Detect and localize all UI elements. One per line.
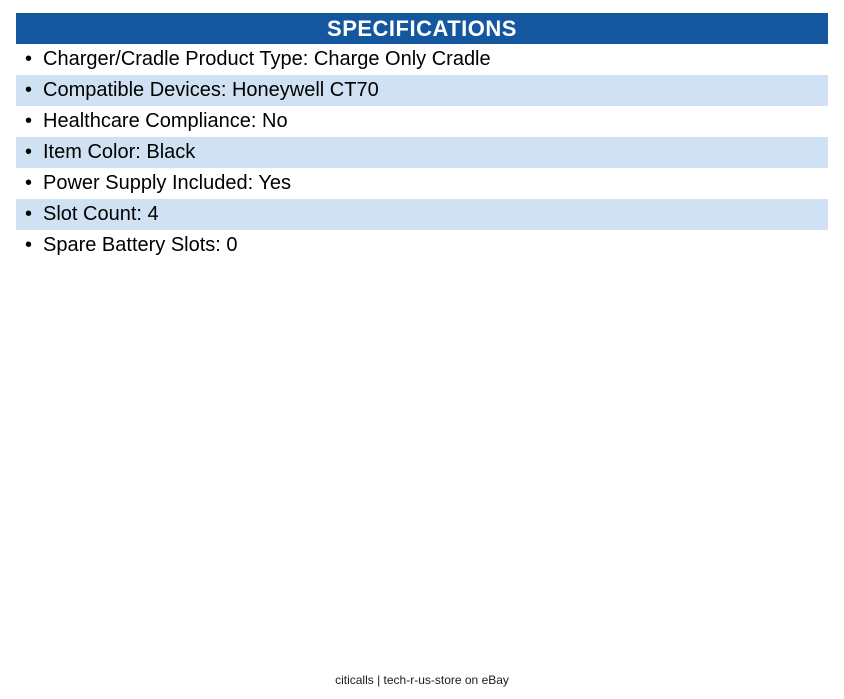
specifications-header: SPECIFICATIONS xyxy=(16,13,828,44)
specifications-title: SPECIFICATIONS xyxy=(327,15,517,41)
spec-row: • Spare Battery Slots: 0 xyxy=(16,230,828,261)
spec-row: • Charger/Cradle Product Type: Charge On… xyxy=(16,44,828,75)
spec-row: • Power Supply Included: Yes xyxy=(16,168,828,199)
bullet-icon: • xyxy=(25,203,33,225)
spec-text: Slot Count: 4 xyxy=(43,203,159,225)
spec-row: • Item Color: Black xyxy=(16,137,828,168)
spec-text: Spare Battery Slots: 0 xyxy=(43,234,238,256)
spec-sheet: SPECIFICATIONS • Charger/Cradle Product … xyxy=(0,0,844,261)
spec-text: Power Supply Included: Yes xyxy=(43,172,291,194)
bullet-icon: • xyxy=(25,79,33,101)
bullet-icon: • xyxy=(25,48,33,70)
spec-row: • Compatible Devices: Honeywell CT70 xyxy=(16,75,828,106)
spec-list: • Charger/Cradle Product Type: Charge On… xyxy=(16,44,828,261)
spec-row: • Healthcare Compliance: No xyxy=(16,106,828,137)
spec-text: Charger/Cradle Product Type: Charge Only… xyxy=(43,48,491,70)
bullet-icon: • xyxy=(25,110,33,132)
store-footer-text: citicalls | tech-r-us-store on eBay xyxy=(335,673,509,687)
spec-row: • Slot Count: 4 xyxy=(16,199,828,230)
bullet-icon: • xyxy=(25,141,33,163)
store-footer: citicalls | tech-r-us-store on eBay xyxy=(0,673,844,687)
bullet-icon: • xyxy=(25,172,33,194)
spec-text: Healthcare Compliance: No xyxy=(43,110,288,132)
spec-text: Item Color: Black xyxy=(43,141,196,163)
bullet-icon: • xyxy=(25,234,33,256)
spec-text: Compatible Devices: Honeywell CT70 xyxy=(43,79,379,101)
